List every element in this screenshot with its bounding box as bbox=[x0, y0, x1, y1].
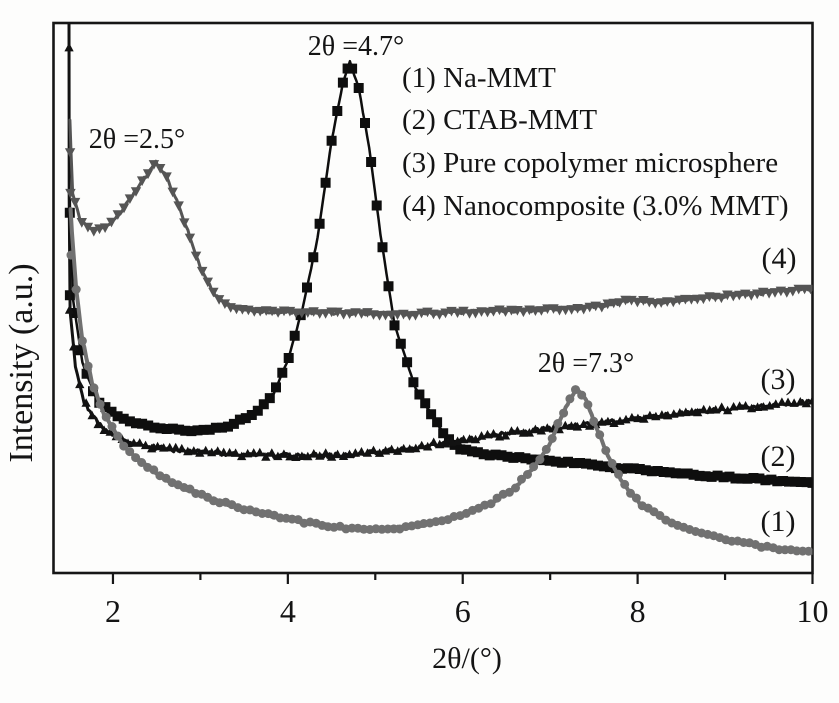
curve-line bbox=[68, 207, 813, 555]
x-tick-label: 10 bbox=[797, 593, 829, 629]
curve-label-3: (3) bbox=[761, 363, 796, 396]
x-axis-ticks: 2 4 6 8 10 bbox=[105, 573, 829, 629]
curve-label-4: (4) bbox=[762, 242, 797, 275]
series-root bbox=[64, 23, 813, 556]
y-axis-label: Intensity (a.u.) bbox=[3, 263, 40, 462]
legend-item-3: (3) Pure copolymer microsphere bbox=[402, 147, 778, 179]
x-tick-label: 4 bbox=[280, 593, 296, 629]
peak-annotation-2-5: 2θ =2.5° bbox=[89, 124, 185, 155]
series-(3) bbox=[64, 23, 813, 461]
legend-item-2: (2) CTAB-MMT bbox=[402, 104, 597, 136]
legend-item-4: (4) Nanocomposite (3.0% MMT) bbox=[402, 190, 789, 222]
x-tick-label: 6 bbox=[455, 593, 471, 629]
peak-annotation-4-7: 2θ =4.7° bbox=[308, 31, 404, 62]
curve-label-1: (1) bbox=[761, 505, 796, 538]
legend-item-1: (1) Na-MMT bbox=[402, 62, 556, 94]
x-tick-label: 8 bbox=[630, 593, 646, 629]
peak-annotation-7-3: 2θ =7.3° bbox=[538, 348, 634, 379]
series-(2) bbox=[64, 59, 813, 488]
series-(4) bbox=[64, 118, 813, 321]
x-tick-label: 2 bbox=[105, 593, 121, 629]
plot-frame bbox=[52, 21, 814, 575]
x-axis-label: 2θ/(°) bbox=[432, 642, 502, 675]
curve-label-2: (2) bbox=[761, 440, 796, 473]
series-(1) bbox=[66, 207, 813, 556]
